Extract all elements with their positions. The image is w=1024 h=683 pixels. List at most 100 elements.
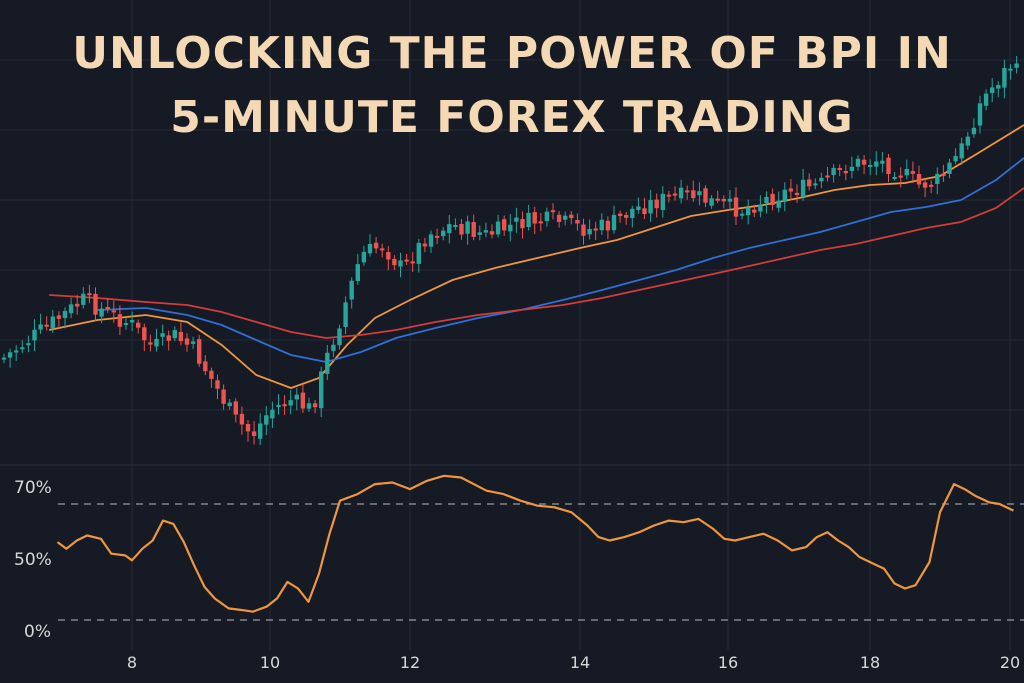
candle-body-up xyxy=(7,352,13,358)
candle-body-down xyxy=(380,248,385,251)
candle-body-up xyxy=(947,162,952,174)
x-tick-label: 14 xyxy=(570,653,590,672)
candle-body-down xyxy=(386,252,391,260)
candle-body-down xyxy=(569,214,574,219)
candle-body-up xyxy=(782,189,787,202)
candle-body-down xyxy=(142,327,147,341)
ma-line-slow xyxy=(49,187,1024,339)
candle-body-down xyxy=(75,303,80,307)
candle-body-down xyxy=(215,380,220,389)
candle-body-up xyxy=(1008,68,1013,71)
candle-body-down xyxy=(837,168,842,170)
candle-body-down xyxy=(166,335,171,341)
candle-body-down xyxy=(239,413,245,425)
candle-body-down xyxy=(489,231,495,235)
candle-body-up xyxy=(526,212,531,227)
candle-body-up xyxy=(813,183,818,186)
candle-body-up xyxy=(727,198,733,202)
candle-body-up xyxy=(190,341,196,344)
candle-body-down xyxy=(770,193,775,205)
candle-body-up xyxy=(325,352,330,374)
candle-body-down xyxy=(685,190,690,193)
candle-body-up xyxy=(776,200,781,208)
oscillator-line xyxy=(56,474,1014,613)
candle-body-up xyxy=(1002,68,1007,88)
candle-body-down xyxy=(642,208,647,215)
candle-body-up xyxy=(990,87,995,94)
candle-body-down xyxy=(93,293,98,315)
candle-body-up xyxy=(20,347,25,350)
candle-body-up xyxy=(1,357,7,360)
candle-body-down xyxy=(654,199,659,209)
candle-body-up xyxy=(849,166,855,171)
x-tick-label: 18 xyxy=(860,653,880,672)
candle-body-down xyxy=(617,213,623,217)
candle-body-up xyxy=(154,338,159,347)
candle-body-up xyxy=(977,103,983,126)
candle-body-up xyxy=(739,213,745,216)
candle-body-up xyxy=(544,211,550,221)
candle-body-down xyxy=(624,215,629,218)
candle-body-down xyxy=(233,401,238,415)
candle-body-up xyxy=(483,230,489,233)
candle-body-up xyxy=(294,394,299,400)
candle-body-down xyxy=(117,314,123,327)
candle-body-up xyxy=(441,230,446,237)
x-tick-label: 20 xyxy=(1000,653,1020,672)
candle-body-up xyxy=(611,214,617,231)
candle-body-down xyxy=(593,228,598,231)
candle-body-up xyxy=(258,423,263,439)
candle-body-up xyxy=(361,251,367,263)
chart-title-line-2: 5-MINUTE FOREX TRADING xyxy=(170,92,854,143)
candle-body-down xyxy=(312,403,318,408)
candle-body-up xyxy=(800,179,806,197)
candle-body-up xyxy=(758,204,763,212)
candle-body-down xyxy=(550,210,556,213)
candle-body-down xyxy=(910,171,916,174)
candle-body-up xyxy=(270,409,275,419)
candle-body-up xyxy=(81,293,86,305)
candle-body-up xyxy=(447,224,452,234)
candle-body-down xyxy=(916,174,922,185)
candle-body-up xyxy=(14,350,19,353)
candle-body-down xyxy=(203,361,208,372)
candle-body-up xyxy=(508,224,513,232)
candle-body-up xyxy=(678,187,684,199)
candle-body-up xyxy=(831,167,836,175)
candle-body-up xyxy=(495,221,501,235)
candle-body-up xyxy=(935,173,940,184)
candle-body-down xyxy=(184,338,190,345)
candle-body-down xyxy=(825,175,830,178)
candle-body-up xyxy=(32,329,37,341)
candle-body-up xyxy=(50,316,55,329)
candle-body-up xyxy=(746,207,751,216)
candle-body-down xyxy=(538,221,543,224)
candle-body-down xyxy=(788,188,794,192)
candle-body-down xyxy=(105,307,110,309)
candle-body-up xyxy=(62,310,68,318)
candle-body-up xyxy=(630,208,635,219)
candle-body-down xyxy=(111,310,116,313)
candle-body-up xyxy=(587,228,592,235)
candle-body-down xyxy=(898,175,903,178)
candle-body-up xyxy=(996,85,1001,89)
y-tick-label: 0% xyxy=(24,622,51,642)
candle-body-up xyxy=(172,330,177,339)
candle-body-up xyxy=(337,328,342,346)
candle-body-down xyxy=(44,324,49,327)
candle-body-down xyxy=(721,198,726,202)
candle-body-up xyxy=(319,371,324,409)
candle-body-up xyxy=(355,264,360,281)
candle-body-down xyxy=(404,259,409,262)
x-tick-label: 12 xyxy=(400,653,420,672)
candle-body-up xyxy=(477,232,482,235)
candle-body-down xyxy=(471,222,476,237)
candle-body-down xyxy=(666,194,672,197)
candle-body-down xyxy=(575,220,580,224)
candle-body-up xyxy=(428,234,434,247)
candle-body-up xyxy=(453,225,458,227)
candle-body-up xyxy=(68,304,74,314)
candle-body-down xyxy=(715,198,720,201)
candle-body-up xyxy=(306,403,312,409)
